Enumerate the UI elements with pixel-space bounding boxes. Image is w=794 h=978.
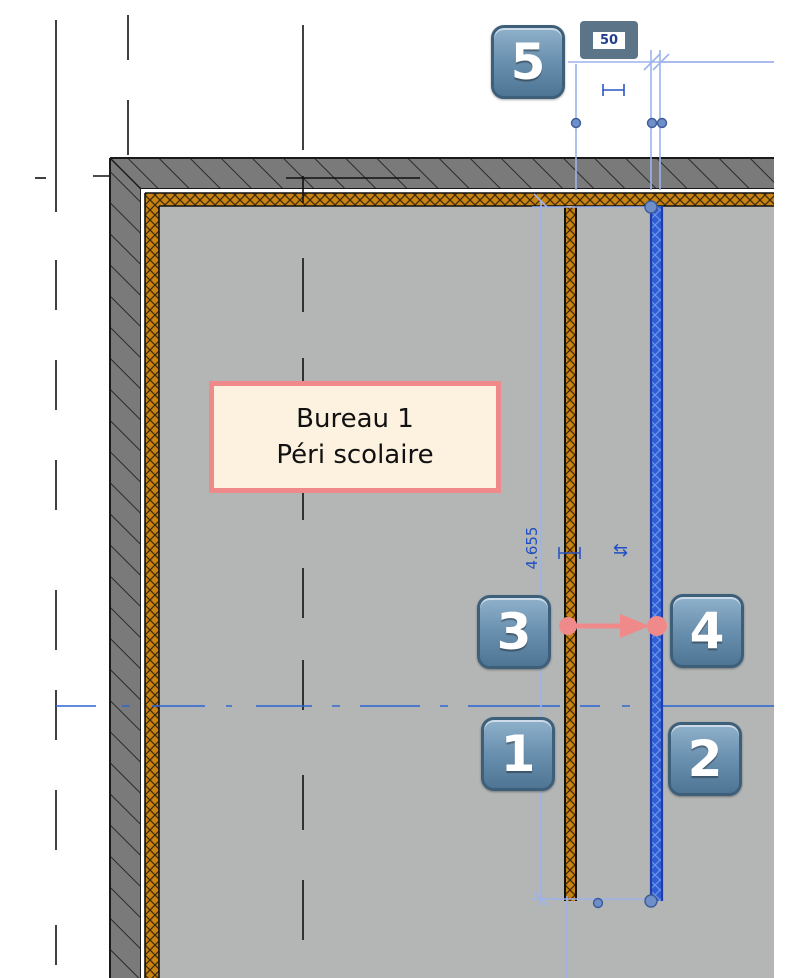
exterior-wall[interactable] <box>109 157 774 978</box>
interior-wall-selected[interactable] <box>649 206 664 901</box>
step-badge-3: 3 <box>477 595 551 669</box>
step-badge-4: 4 <box>670 594 744 668</box>
temporary-dimension-input[interactable]: 50 <box>580 21 638 59</box>
step-badge-2: 2 <box>668 722 742 796</box>
wall-grips[interactable] <box>570 117 668 909</box>
dimension-lock-icon[interactable] <box>558 84 625 559</box>
flip-orientation-icon[interactable]: ⇆ <box>613 540 629 561</box>
move-arrow-icon <box>559 614 667 638</box>
step-badge-5: 5 <box>491 25 565 99</box>
room-tag[interactable]: Bureau 1 Péri scolaire <box>209 381 501 493</box>
room-subtitle: Péri scolaire <box>276 440 434 470</box>
wall-length-dimension[interactable]: 4.655 <box>523 526 541 570</box>
room-floor <box>159 206 774 978</box>
dimension-value[interactable]: 50 <box>592 31 626 49</box>
step-badge-1: 1 <box>481 717 555 791</box>
room-name: Bureau 1 <box>296 404 414 434</box>
